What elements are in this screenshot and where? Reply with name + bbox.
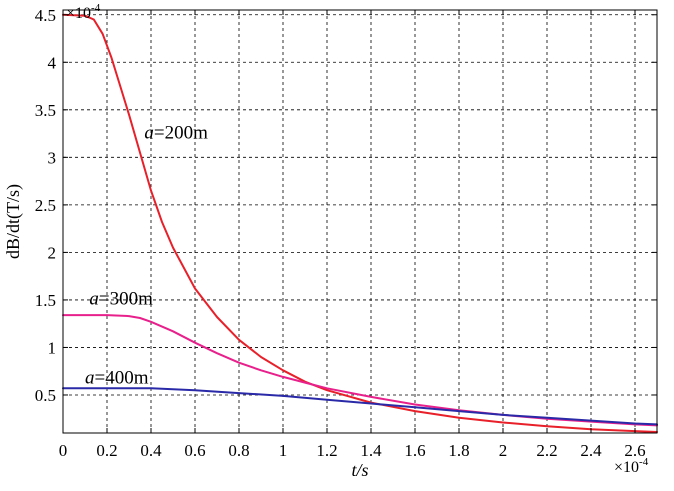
x-tick-label: 1.4: [360, 441, 382, 460]
y-tick-label: 1.5: [35, 291, 56, 310]
series-label-2: a=300m: [89, 289, 153, 310]
y-tick-label: 4: [48, 53, 57, 72]
y-axis-title: dB/dt(T/s): [3, 184, 24, 259]
y-tick-label: 4.5: [35, 6, 56, 25]
x-tick-label: 0.8: [228, 441, 249, 460]
x-tick-label: 1.6: [404, 441, 425, 460]
x-tick-label: 0.6: [184, 441, 205, 460]
x-tick-label: 2.6: [624, 441, 645, 460]
series-labels: a=200m a=300m a=400m: [85, 122, 208, 388]
series-lines: [62, 13, 658, 433]
x-tick-label: 0.4: [140, 441, 162, 460]
x-axis-multiplier: ×10-4: [614, 456, 649, 476]
plot-frame: [62, 9, 658, 434]
x-tick-label: 1.8: [448, 441, 469, 460]
y-tick-label: 3: [48, 148, 57, 167]
y-tick-label: 2.5: [35, 196, 56, 215]
y-tick-label: 1: [48, 338, 57, 357]
series-label-3: a=400m: [85, 368, 149, 389]
x-tick-label: 1: [279, 441, 288, 460]
series-line-2: [62, 314, 658, 427]
x-axis-title: t/s: [351, 460, 368, 480]
x-tick-label: 1.2: [316, 441, 337, 460]
grid: [63, 10, 657, 433]
y-axis-multiplier: ×10-4: [66, 2, 101, 22]
y-tick-label: 3.5: [35, 101, 56, 120]
x-tick-label: 0.2: [96, 441, 117, 460]
x-tick-label: 2.2: [536, 441, 557, 460]
x-tick-label: 2: [499, 441, 508, 460]
y-tick-label: 2: [48, 243, 57, 262]
series-line-1: [62, 13, 658, 433]
series-line-3: [62, 387, 658, 426]
x-tick-label: 2.4: [580, 441, 602, 460]
series-label-1: a=200m: [144, 122, 208, 143]
x-tick-label: 0: [59, 441, 68, 460]
axis-ticks: 0 0.2 0.4 0.6 0.8 1 1.2 1.4 1.6 1.8 2 2.2 2.4 2.6 0.5 1…: [35, 6, 657, 460]
y-tick-label: 0.5: [35, 386, 56, 405]
